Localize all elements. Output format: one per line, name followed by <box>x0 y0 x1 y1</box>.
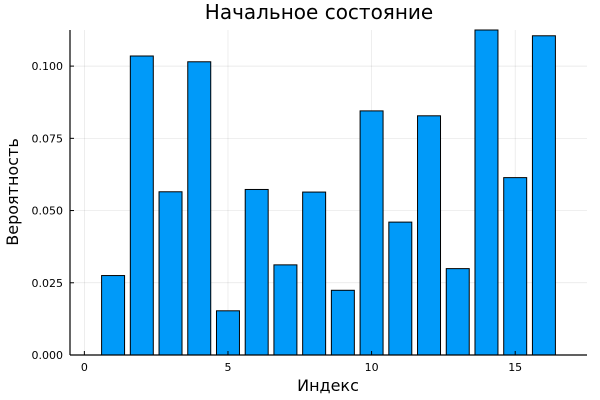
bar-16 <box>531 35 556 356</box>
x-tick-label: 0 <box>81 361 88 374</box>
y-tick-label: 0.025 <box>32 277 64 290</box>
bar-15 <box>503 177 528 356</box>
bar-14 <box>474 29 499 356</box>
x-axis-label: Индекс <box>297 376 359 395</box>
bar-series <box>101 29 556 356</box>
y-tick-label: 0.050 <box>32 205 64 218</box>
x-ticks: 0 5 10 15 <box>81 351 522 374</box>
bar-13 <box>445 268 470 356</box>
bar-9 <box>330 289 355 356</box>
bar-6 <box>244 188 269 356</box>
bar-4 <box>187 61 212 356</box>
x-tick-label: 5 <box>224 361 231 374</box>
axes <box>69 30 587 356</box>
y-tick-label: 0.000 <box>32 349 64 362</box>
bar-1 <box>101 275 126 356</box>
bar-5 <box>215 310 240 356</box>
chart-title: Начальное состояние <box>205 0 433 24</box>
bar-7 <box>273 264 298 356</box>
bar-10 <box>359 110 384 356</box>
bar-8 <box>302 191 327 356</box>
y-tick-label: 0.100 <box>32 60 64 73</box>
bar-11 <box>388 221 413 356</box>
y-ticks: 0.000 0.025 0.050 0.075 0.100 <box>32 60 74 362</box>
bar-2 <box>129 55 154 356</box>
bar-3 <box>158 191 183 356</box>
bar-12 <box>417 115 442 356</box>
x-tick-label: 15 <box>508 361 522 374</box>
y-tick-label: 0.075 <box>32 132 64 145</box>
x-tick-label: 10 <box>365 361 379 374</box>
y-axis-label: Вероятность <box>3 138 22 246</box>
